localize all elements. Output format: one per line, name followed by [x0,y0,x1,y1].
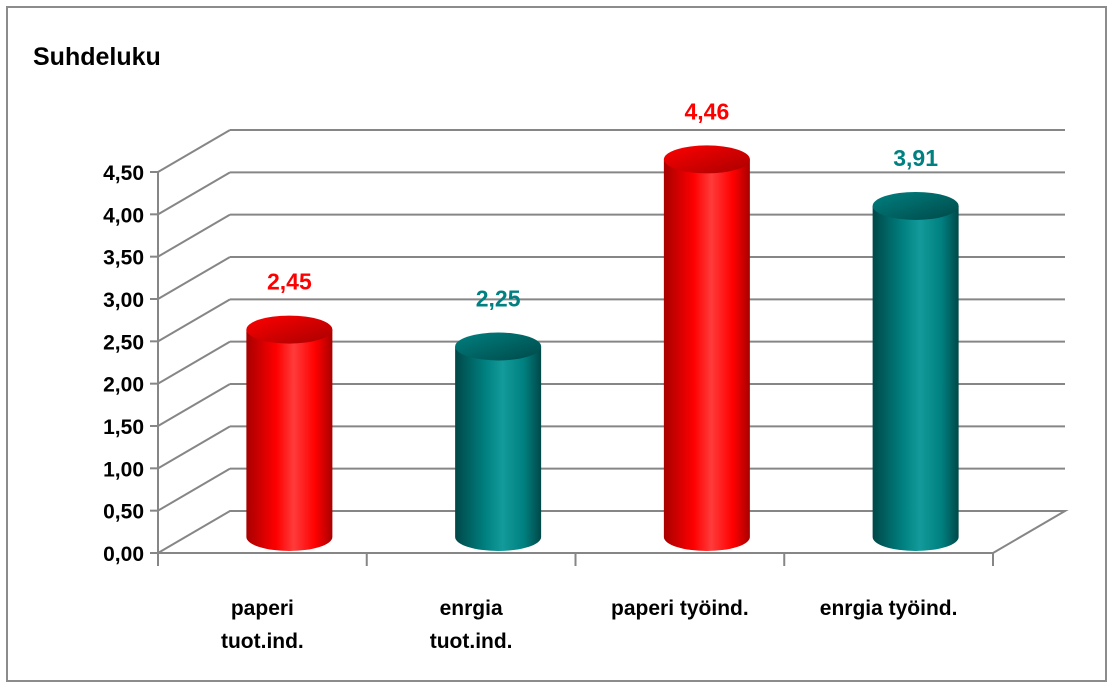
gridline-wall [157,171,231,216]
gridline-wall [157,213,231,258]
x-tick-label: paperi tuot.ind. [221,597,304,653]
y-tick-label: 1,00 [103,458,144,481]
y-tick-label: 2,00 [103,374,144,397]
y-tick-label: 0,00 [103,543,144,566]
y-tick-label: 1,50 [103,416,144,439]
labels: 0,00 0,50 1,00 1,50 2,00 2,50 3,00 3,50 4,00 4,50… [103,98,957,653]
y-tick-label: 2,50 [103,331,144,354]
bar-top [872,191,959,220]
data-label: 3,91 [893,145,938,171]
y-tick-label: 3,50 [103,247,144,270]
gridline-wall [157,425,231,470]
bar [246,329,333,551]
bar-top [455,332,542,361]
bar-top [663,145,750,174]
x-tick-label: enrgia tuot.ind. [430,597,513,653]
y-tick-label: 0,50 [103,501,144,524]
gridline-wall [157,340,231,385]
y-tick-label: 4,00 [103,204,144,227]
bar [455,346,542,551]
bars [246,145,959,552]
gridline-wall [157,467,231,512]
x-tick-label: enrgia työind. [820,597,958,620]
gridline-wall [157,256,231,300]
data-label: 4,46 [684,98,729,124]
data-label: 2,45 [267,269,312,295]
chart-title: Suhdeluku [33,43,161,71]
bar [663,159,750,552]
bar [872,205,959,551]
gridline-wall [157,383,231,427]
bar-top [246,315,333,344]
gridline-wall [157,298,231,343]
floor-outline [157,510,1069,554]
gridline-wall [157,129,231,173]
axes [150,171,994,566]
data-label: 2,25 [476,286,521,312]
y-tick-label: 3,00 [103,289,144,312]
x-tick-label: paperi työind. [611,597,749,620]
y-tick-label: 4,50 [103,162,144,185]
